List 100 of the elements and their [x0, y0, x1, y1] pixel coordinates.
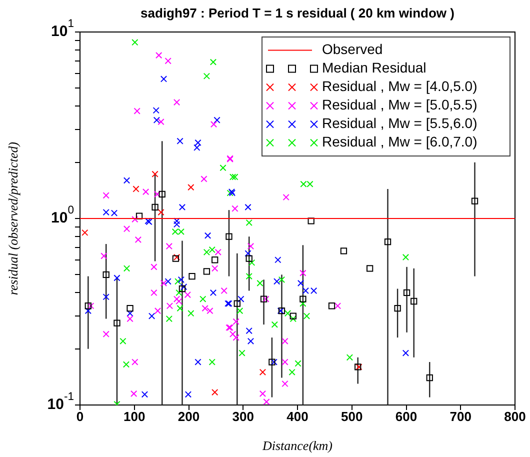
point	[282, 380, 288, 388]
x-tick-label: 100	[124, 409, 146, 424]
point	[278, 276, 286, 283]
point	[188, 310, 194, 317]
point	[130, 390, 138, 398]
point	[132, 186, 140, 192]
point	[102, 271, 110, 278]
point	[158, 208, 164, 216]
point	[210, 289, 217, 296]
point	[166, 302, 174, 310]
point	[84, 302, 92, 310]
point	[403, 289, 410, 296]
point	[214, 116, 220, 124]
point	[248, 259, 256, 266]
point	[208, 358, 216, 366]
point	[156, 52, 162, 59]
point	[246, 327, 252, 334]
x-tick-label: 600	[395, 409, 418, 424]
point	[340, 248, 348, 254]
point	[134, 108, 140, 114]
point	[226, 233, 232, 240]
point	[160, 280, 168, 287]
point	[300, 270, 306, 276]
point	[212, 256, 218, 264]
point	[141, 391, 148, 398]
point	[328, 302, 336, 310]
point	[203, 72, 210, 80]
point	[176, 298, 182, 305]
point	[184, 391, 192, 398]
point	[210, 58, 217, 66]
point	[178, 204, 186, 211]
point	[208, 246, 216, 254]
point	[173, 221, 180, 228]
point	[244, 250, 252, 257]
point	[174, 278, 182, 285]
point	[164, 58, 172, 64]
x-tick-label: 300	[232, 409, 254, 424]
point	[204, 232, 212, 239]
point	[126, 310, 134, 317]
point	[232, 174, 238, 180]
point	[120, 338, 126, 344]
point	[220, 164, 226, 172]
x-axis-title: Distance(km)	[261, 438, 333, 453]
point	[290, 315, 296, 322]
point	[214, 248, 222, 256]
point	[123, 177, 130, 184]
point	[210, 120, 218, 128]
point	[152, 170, 158, 178]
point	[206, 307, 214, 314]
point	[154, 307, 162, 314]
x-tick-label: 800	[504, 409, 526, 424]
point	[178, 276, 184, 283]
point	[410, 298, 418, 305]
legend-label: Observed	[322, 41, 383, 58]
point	[288, 368, 296, 376]
point	[152, 107, 160, 114]
point	[200, 296, 206, 302]
point	[132, 216, 138, 223]
point	[188, 272, 196, 280]
point	[132, 39, 138, 46]
point	[246, 255, 252, 262]
point	[232, 205, 238, 212]
point	[110, 210, 118, 216]
point	[238, 296, 244, 302]
x-tick-label: 700	[450, 409, 472, 424]
point	[259, 368, 266, 376]
point	[188, 184, 194, 191]
point	[212, 265, 218, 272]
point	[153, 116, 160, 124]
point	[166, 242, 173, 250]
point	[297, 280, 304, 287]
point	[274, 256, 282, 264]
point	[244, 204, 252, 211]
point	[263, 398, 270, 405]
point	[166, 315, 173, 322]
point	[154, 190, 161, 198]
point	[123, 226, 130, 232]
point	[203, 268, 210, 275]
point	[173, 218, 180, 224]
point	[303, 312, 310, 320]
point	[102, 208, 110, 216]
point	[126, 304, 134, 312]
point	[229, 174, 236, 180]
point	[203, 248, 210, 256]
point	[238, 350, 246, 356]
point	[172, 228, 178, 235]
point	[84, 307, 92, 314]
point	[284, 310, 292, 317]
point	[259, 390, 266, 398]
legend-label: Residual , Mw = [5.5,6.0)	[322, 115, 478, 132]
point	[282, 338, 288, 344]
point	[82, 229, 88, 236]
legend-label: Residual , Mw = [4.0,5.0)	[322, 78, 478, 94]
point	[300, 180, 307, 188]
x-tick-label: 500	[341, 409, 363, 424]
point	[274, 278, 280, 285]
point	[402, 350, 410, 356]
point	[158, 118, 164, 126]
point	[173, 296, 180, 302]
point	[334, 302, 342, 310]
